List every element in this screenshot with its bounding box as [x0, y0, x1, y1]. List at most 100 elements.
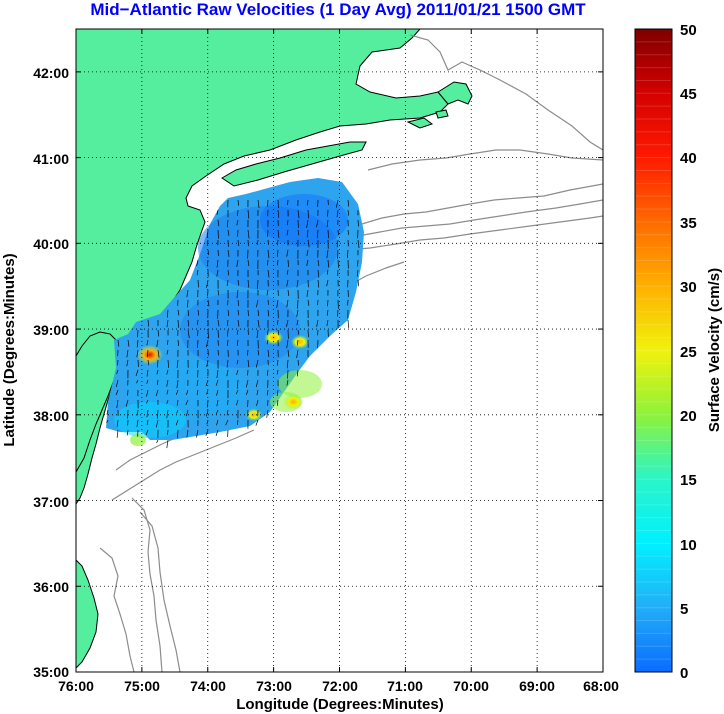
velocity-vector	[166, 349, 169, 355]
colorbar	[634, 28, 673, 673]
velocity-vector	[196, 259, 199, 267]
velocity-vector	[276, 319, 279, 326]
chart-title: Mid−Atlantic Raw Velocities (1 Day Avg) …	[90, 0, 586, 19]
colorbar-tick-label: 10	[680, 537, 697, 554]
velocity-vector	[306, 219, 309, 229]
velocity-vector	[106, 409, 109, 415]
velocity-vector	[266, 369, 269, 376]
velocity-vector	[186, 369, 189, 375]
velocity-vector	[146, 349, 149, 358]
velocity-vector	[256, 239, 259, 246]
velocity-vector	[196, 429, 199, 438]
velocity-vector	[116, 369, 119, 375]
colorbar-bands	[636, 41, 671, 660]
velocity-vector	[127, 409, 129, 419]
velocity-vector	[217, 249, 219, 257]
land-cape-cod	[437, 81, 473, 105]
velocity-vector	[217, 319, 220, 327]
velocity-vector	[216, 369, 219, 379]
land-long-island	[221, 141, 367, 187]
velocity-vector	[257, 349, 260, 356]
velocity-vector	[277, 249, 279, 257]
colorbar-tick-label: 35	[680, 215, 697, 232]
velocity-vector	[217, 219, 220, 227]
velocity-vector	[255, 359, 259, 368]
velocity-hotspot	[283, 394, 304, 410]
velocity-hotspot	[290, 335, 310, 349]
velocity-vector	[236, 219, 239, 226]
x-tick-label: 73:00	[256, 678, 292, 694]
velocity-vector	[155, 419, 159, 428]
velocity-vector	[216, 259, 219, 268]
velocity-vector	[227, 309, 230, 317]
velocity-vector	[166, 309, 169, 318]
velocity-vector	[347, 229, 349, 235]
velocity-vector	[167, 339, 169, 345]
velocity-patches	[114, 194, 348, 446]
velocity-vector	[166, 379, 169, 387]
velocity-vector	[286, 339, 289, 349]
velocity-vector	[336, 199, 339, 208]
velocity-vector	[156, 339, 159, 347]
x-tick-labels: 76:00 75:00 74:00 73:00 72:00 71:00 70:0…	[58, 678, 619, 694]
x-tick-label: 69:00	[519, 678, 555, 694]
velocity-vector	[127, 339, 130, 347]
velocity-vector	[217, 329, 219, 338]
velocity-vector	[296, 309, 299, 317]
velocity-hotspot	[136, 345, 163, 365]
velocity-vector	[186, 429, 189, 438]
velocity-vector	[156, 379, 159, 386]
velocity-vector	[327, 259, 329, 268]
velocity-vector	[136, 409, 139, 416]
velocity-vector	[276, 359, 279, 366]
velocity-vector	[235, 389, 239, 395]
velocity-vector	[136, 349, 139, 358]
velocity-vector	[326, 269, 329, 275]
x-tick-label: 71:00	[387, 678, 423, 694]
velocity-vector	[317, 269, 320, 278]
velocity-vector	[197, 319, 199, 325]
velocity-vector	[307, 329, 309, 338]
velocity-vector	[157, 359, 159, 368]
colorbar-tick-label: 0	[680, 665, 688, 682]
velocity-vector	[287, 349, 290, 357]
colorbar-tick-label: 50	[680, 22, 697, 39]
velocity-vector	[307, 209, 309, 219]
velocity-vector	[266, 389, 269, 396]
velocity-vector	[296, 369, 299, 377]
velocity-vector	[336, 239, 339, 248]
velocity-vector	[207, 249, 209, 255]
velocity-vector	[115, 379, 119, 388]
velocity-vector	[256, 329, 259, 339]
velocity-vector	[237, 279, 240, 286]
colorbar-tick-label: 25	[680, 344, 697, 361]
velocity-vector	[317, 259, 320, 267]
velocity-vector	[197, 309, 200, 316]
velocity-vector	[247, 329, 249, 335]
velocity-vector	[237, 319, 240, 327]
velocity-vector	[297, 329, 300, 335]
velocity-vector	[226, 279, 229, 287]
colorbar-tick-label: 15	[680, 472, 697, 489]
velocity-vector	[316, 219, 319, 228]
velocity-vector	[167, 359, 170, 368]
velocity-vector	[206, 239, 209, 246]
velocity-vector	[227, 229, 230, 236]
velocity-vector	[215, 429, 219, 436]
velocity-vector	[257, 279, 259, 289]
y-tick-label: 40:00	[33, 236, 69, 252]
velocity-vector	[247, 259, 250, 267]
velocity-vector	[226, 219, 229, 228]
velocity-vector	[255, 379, 259, 388]
velocity-vector	[307, 299, 310, 306]
velocity-vector	[156, 439, 159, 444]
velocity-vector	[176, 359, 179, 369]
colorbar-tick-label: 40	[680, 150, 697, 167]
velocity-vector	[157, 329, 160, 337]
velocity-vector	[216, 209, 219, 215]
velocity-vector	[136, 379, 139, 384]
velocity-vector	[237, 299, 240, 306]
velocity-vector	[247, 209, 250, 219]
velocity-vector	[257, 309, 260, 317]
velocity-vector	[145, 429, 149, 436]
